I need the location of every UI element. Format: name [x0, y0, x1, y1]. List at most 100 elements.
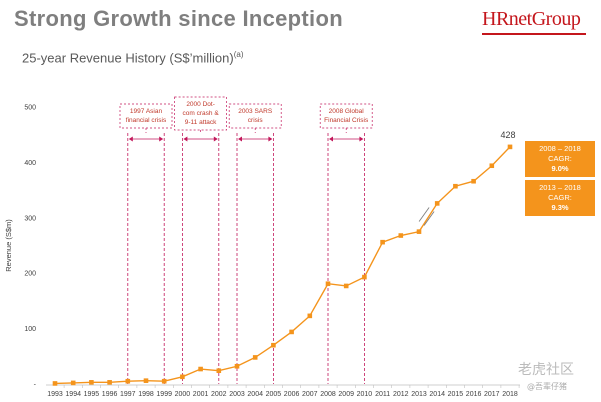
- y-tick-label: 500: [24, 105, 36, 112]
- data-point: [52, 381, 58, 386]
- data-point: [143, 378, 149, 383]
- x-tick-label: 2015: [448, 391, 464, 398]
- logo-underline: [482, 33, 586, 35]
- x-tick-label: 2018: [502, 391, 518, 398]
- data-point: [362, 274, 367, 280]
- data-point: [216, 368, 222, 374]
- data-point: [107, 380, 112, 385]
- x-tick-label: 2013: [411, 391, 427, 398]
- crisis-annotation-text: 9-11 attack: [185, 119, 217, 126]
- crisis-arrowhead-right: [359, 136, 364, 142]
- x-tick-label: 1997: [120, 391, 136, 398]
- watermark-main: 老虎社区: [518, 362, 574, 378]
- data-point: [161, 378, 167, 384]
- watermark-sub: @吾辈仔猪: [527, 382, 567, 391]
- x-tick-label: 2012: [393, 391, 409, 398]
- crisis-arrowhead-left: [238, 136, 242, 142]
- subtitle-text: 25-year Revenue History (S$’million): [22, 50, 234, 66]
- x-tick-label: 2011: [375, 391, 390, 398]
- cagr-box-2008-2018: 2008 – 2018 CAGR: 9.0%: [525, 141, 595, 177]
- x-tick-label: 2009: [338, 391, 354, 398]
- crisis-arrowhead-right: [159, 136, 164, 142]
- y-tick-label: -: [34, 382, 37, 389]
- x-tick-label: 1993: [47, 391, 63, 398]
- x-tick-label: 1998: [138, 391, 154, 398]
- crisis-arrowhead-right: [213, 136, 218, 142]
- data-point: [125, 378, 131, 384]
- x-tick-label: 2003: [229, 391, 245, 398]
- crisis-annotation-box: [319, 103, 373, 129]
- cagr-label: CAGR:: [548, 154, 572, 163]
- data-point: [198, 366, 203, 372]
- y-tick-label: 400: [24, 160, 36, 167]
- cagr-value: 9.3%: [551, 203, 569, 212]
- crisis-annotation-text: Financial Crisis: [324, 117, 369, 124]
- crisis-annotation-text: financial crisis: [126, 117, 167, 124]
- crisis-annotation-text: 2008 Global: [329, 108, 365, 115]
- x-tick-label: 2001: [193, 391, 209, 398]
- axis-break-mark: [423, 211, 435, 226]
- data-point: [70, 380, 76, 386]
- x-tick-label: 1996: [102, 391, 118, 398]
- crisis-annotation-box: [174, 96, 227, 131]
- data-point: [416, 229, 422, 234]
- crisis-annotation-text: 2003 SARS: [238, 108, 273, 115]
- data-point: [380, 239, 385, 245]
- page-title: Strong Growth since Inception: [14, 6, 343, 31]
- y-axis-title: Revenue (S$m): [4, 219, 13, 272]
- x-tick-label: 1995: [84, 391, 100, 398]
- data-point: [507, 144, 513, 150]
- data-point: [307, 313, 313, 319]
- x-tick-label: 2002: [211, 391, 227, 398]
- data-point: [289, 329, 294, 335]
- axis-break-mark: [418, 207, 430, 222]
- revenue-series-line: [54, 146, 511, 385]
- y-tick-label: 100: [24, 326, 36, 333]
- data-point: [489, 163, 495, 169]
- last-value-label: 428: [500, 130, 515, 140]
- x-tick-label: 1999: [156, 391, 172, 398]
- cagr-box-2013-2018: 2013 – 2018 CAGR: 9.3%: [525, 180, 595, 216]
- data-point: [398, 233, 404, 238]
- y-tick-label: 200: [24, 271, 36, 278]
- crisis-annotation-box: [228, 103, 282, 129]
- x-tick-label: 2004: [247, 391, 263, 398]
- data-point: [234, 363, 240, 369]
- crisis-annotation-text: com crash &: [183, 110, 220, 117]
- crisis-annotation-box: [119, 103, 173, 129]
- data-point: [271, 342, 276, 348]
- x-tick-label: 2016: [466, 391, 482, 398]
- x-tick-label: 2007: [302, 391, 318, 398]
- crisis-arrowhead-left: [329, 136, 333, 142]
- x-tick-label: 1994: [65, 391, 81, 398]
- data-point: [89, 380, 94, 385]
- x-tick-label: 2000: [175, 391, 191, 398]
- x-tick-label: 2010: [357, 391, 373, 398]
- data-point: [325, 281, 331, 287]
- crisis-arrowhead-left: [183, 136, 188, 142]
- x-tick-label: 2008: [320, 391, 336, 398]
- crisis-annotation-text: crisis: [248, 117, 264, 124]
- data-point: [343, 283, 349, 289]
- data-point: [471, 178, 476, 184]
- y-tick-label: 300: [24, 215, 36, 222]
- crisis-annotation-text: 2000 Dot-: [186, 101, 215, 108]
- x-tick-label: 2006: [284, 391, 300, 398]
- crisis-annotation-text: 1997 Asian: [130, 108, 163, 115]
- x-tick-label: 2005: [266, 391, 282, 398]
- crisis-arrowhead-left: [128, 136, 133, 142]
- chart-subtitle: 25-year Revenue History (S$’million)(a): [22, 50, 243, 65]
- cagr-value: 9.0%: [551, 164, 569, 173]
- data-point: [252, 355, 258, 360]
- cagr-period: 2008 – 2018: [539, 144, 581, 153]
- data-point: [180, 374, 185, 380]
- crisis-arrowhead-right: [268, 136, 273, 142]
- subtitle-footnote-marker: (a): [233, 50, 244, 59]
- company-logo: HRnetGroup: [482, 8, 581, 30]
- cagr-period: 2013 – 2018: [539, 183, 581, 192]
- x-tick-label: 2017: [484, 391, 500, 398]
- data-point: [434, 201, 440, 206]
- x-tick-label: 2014: [429, 391, 445, 398]
- cagr-label: CAGR:: [548, 193, 572, 202]
